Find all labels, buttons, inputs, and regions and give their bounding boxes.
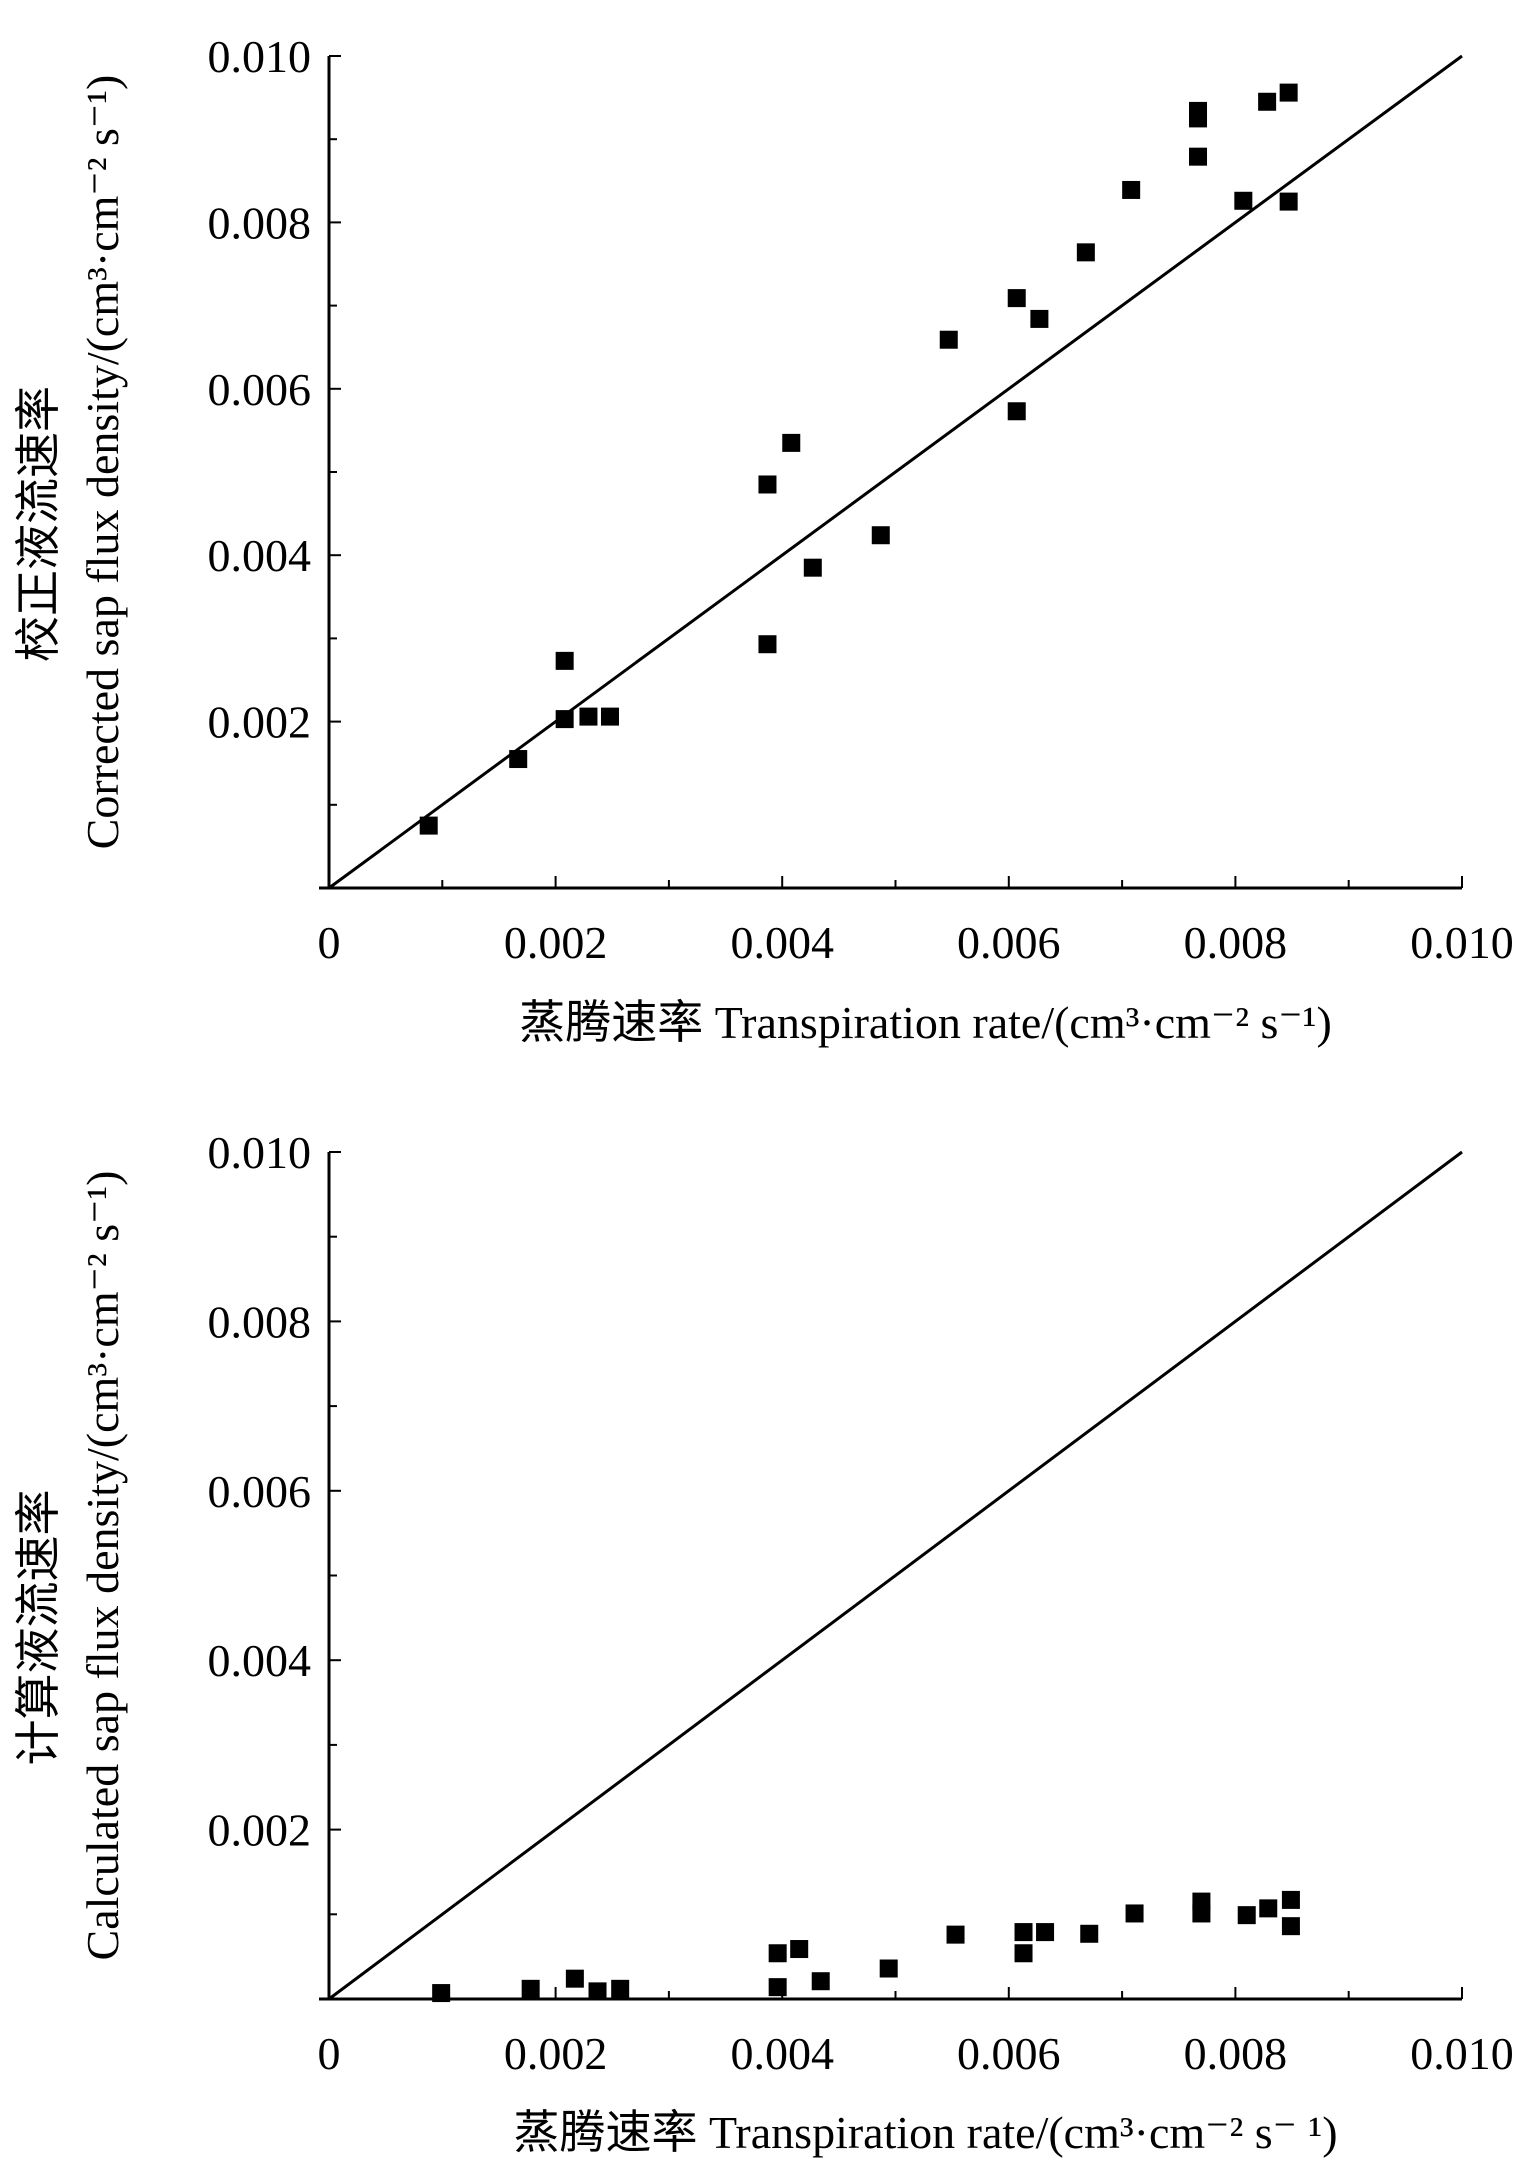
data-point — [1281, 1890, 1300, 1909]
data-point — [1281, 1917, 1300, 1936]
data-point — [758, 635, 777, 654]
data-point — [565, 1969, 584, 1988]
x-axis-label: 蒸腾速率 Transpiration rate/(cm³·cm⁻² s⁻ ¹) — [513, 2107, 1337, 2158]
y-axis-label-chinese: 校正液流速率 — [13, 386, 64, 662]
x-axis-label: 蒸腾速率 Transpiration rate/(cm³·cm⁻² s⁻¹) — [519, 997, 1332, 1048]
y-tick-label: 0.004 — [208, 530, 312, 581]
data-point — [419, 816, 438, 835]
data-point — [871, 526, 890, 545]
x-tick-label: 0.002 — [504, 2028, 608, 2079]
data-point — [1237, 1906, 1256, 1925]
x-tick-label: 0.004 — [730, 917, 834, 968]
data-point — [1192, 1904, 1211, 1923]
data-point — [803, 558, 822, 577]
x-tick-label: 0.010 — [1410, 917, 1513, 968]
data-point — [1007, 289, 1026, 308]
y-axis-label-chinese: 计算液流速率 — [13, 1490, 64, 1766]
x-tick-label: 0.008 — [1184, 917, 1288, 968]
y-tick-label: 0.004 — [208, 1635, 312, 1686]
data-point — [1279, 192, 1298, 211]
data-point — [1125, 1904, 1144, 1923]
y-tick-label: 0.002 — [208, 1805, 312, 1856]
data-point — [1036, 1923, 1055, 1942]
data-point — [939, 330, 958, 349]
one-to-one-line — [328, 54, 1463, 890]
data-point — [1189, 147, 1208, 166]
y-tick-label: 0.008 — [208, 1296, 312, 1347]
data-point — [758, 475, 777, 494]
data-point — [811, 1972, 830, 1991]
y-tick-label: 0.010 — [208, 1127, 312, 1178]
data-point — [611, 1979, 630, 1998]
x-tick-label: 0.010 — [1410, 2028, 1513, 2079]
data-point — [768, 1978, 787, 1997]
data-point — [600, 707, 619, 726]
data-point — [946, 1925, 965, 1944]
x-tick-label: 0.006 — [957, 917, 1061, 968]
data-point — [1076, 243, 1095, 262]
data-point — [509, 750, 528, 769]
data-point — [1030, 309, 1049, 328]
data-point — [555, 710, 574, 729]
data-point — [432, 1984, 451, 2003]
data-point — [790, 1940, 809, 1959]
x-tick-label: 0.008 — [1184, 2028, 1288, 2079]
x-tick-label: 0.006 — [957, 2028, 1061, 2079]
data-point — [1080, 1924, 1099, 1943]
data-point — [521, 1979, 540, 1998]
y-tick-label: 0.010 — [208, 31, 312, 82]
data-point — [1122, 180, 1141, 199]
x-tick-label: 0 — [318, 2028, 341, 2079]
y-tick-label: 0.002 — [208, 697, 312, 748]
x-tick-label: 0 — [318, 917, 341, 968]
data-point — [1258, 92, 1277, 111]
y-axis-label-english: Calculated sap flux density/(cm³·cm⁻² s⁻… — [77, 1171, 128, 1961]
y-tick-label: 0.006 — [208, 364, 312, 415]
y-tick-label: 0.006 — [208, 1466, 312, 1517]
data-point — [1259, 1899, 1278, 1918]
data-point — [782, 433, 801, 452]
data-point — [588, 1982, 607, 2001]
one-to-one-line — [328, 1150, 1463, 2001]
top-chart-corrected: 0 0.002 0.004 0.006 0.008 0.010 0.002 0.004 0.00… — [13, 31, 1513, 1048]
data-point — [1189, 101, 1208, 120]
data-point — [579, 707, 598, 726]
x-tick-label: 0.002 — [504, 917, 608, 968]
data-point — [1007, 402, 1026, 421]
data-point — [555, 651, 574, 670]
y-axis-label-english: Corrected sap flux density/(cm³·cm⁻² s⁻¹… — [77, 75, 128, 850]
data-point — [768, 1944, 787, 1963]
x-tick-label: 0.004 — [730, 2028, 834, 2079]
data-point — [879, 1959, 898, 1978]
bottom-chart-calculated: 0 0.002 0.004 0.006 0.008 0.010 0.002 0.004 0.00… — [13, 1127, 1513, 2158]
data-point — [1279, 83, 1298, 102]
data-point — [1014, 1923, 1033, 1942]
y-tick-label: 0.008 — [208, 197, 312, 248]
data-point — [1234, 191, 1253, 210]
data-point — [1014, 1944, 1033, 1963]
